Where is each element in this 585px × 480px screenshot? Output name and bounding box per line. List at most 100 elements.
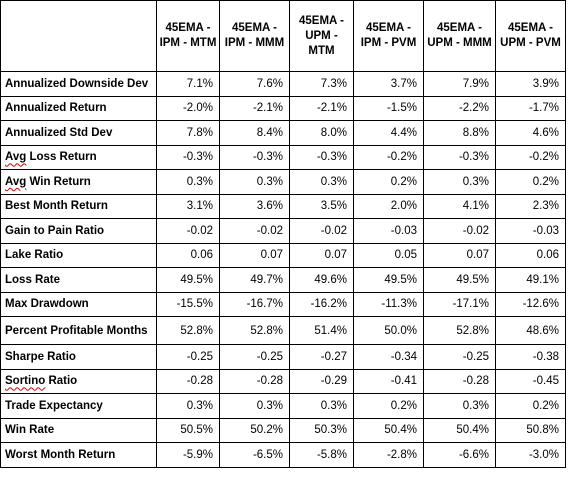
column-header: 45EMA - IPM - PVM [353,0,424,72]
table-cell: -0.02 [156,218,220,244]
table-cell: 49.5% [156,267,220,293]
metrics-table-container: 45EMA - IPM - MTM 45EMA - IPM - MMM 45EM… [0,0,566,468]
table-cell: -0.2% [353,144,424,170]
table-cell: 50.5% [156,417,220,443]
table-cell: -0.28 [156,368,220,394]
table-cell: 4.6% [495,120,566,146]
table-cell: 0.06 [156,242,220,268]
table-cell: 0.06 [495,242,566,268]
column-header: 45EMA - UPM - MMM [423,0,496,72]
column-header: 45EMA - IPM - MMM [219,0,290,72]
table-row: Loss Rate 49.5% 49.7% 49.6% 49.5% 49.5% 49.1% [0,267,566,293]
table-cell: 7.8% [156,120,220,146]
table-cell: -16.7% [219,291,290,317]
row-label: Avg Loss Return [0,144,157,170]
row-label: Loss Rate [0,267,157,293]
table-cell: 0.05 [353,242,424,268]
table-cell: -5.8% [289,442,354,468]
row-label: Annualized Return [0,95,157,121]
spellcheck-word: Sortino [5,375,46,388]
table-cell: 0.2% [353,169,424,195]
header-row: 45EMA - IPM - MTM 45EMA - IPM - MMM 45EM… [0,0,566,72]
table-cell: 2.3% [495,193,566,219]
table-cell: 3.9% [495,71,566,97]
table-cell: 51.4% [289,316,354,345]
table-cell: -0.03 [495,218,566,244]
table-row: Max Drawdown -15.5% -16.7% -16.2% -11.3% -17.… [0,291,566,317]
table-cell: -12.6% [495,291,566,317]
table-cell: 0.2% [495,169,566,195]
table-cell: -0.25 [219,344,290,370]
table-cell: 8.8% [423,120,496,146]
spellcheck-word: Avg [5,175,27,188]
table-cell: -0.27 [289,344,354,370]
table-row: Avg Win Return 0.3% 0.3% 0.3% 0.2% 0.3% 0.2% [0,169,566,195]
column-header: 45EMA - IPM - MTM [156,0,220,72]
table-row: Gain to Pain Ratio -0.02 -0.02 -0.02 -0.03 -0… [0,218,566,244]
table-cell: 0.3% [219,393,290,419]
table-cell: -0.02 [289,218,354,244]
table-cell: -2.8% [353,442,424,468]
table-cell: 52.8% [156,316,220,345]
table-cell: 3.7% [353,71,424,97]
table-cell: 0.07 [423,242,496,268]
table-cell: 3.1% [156,193,220,219]
table-cell: -5.9% [156,442,220,468]
table-cell: 4.1% [423,193,496,219]
row-label: Sortino Ratio [0,368,157,394]
corner-cell [0,0,157,72]
table-row: Trade Expectancy 0.3% 0.3% 0.3% 0.2% 0.3% 0.2% [0,393,566,419]
row-label: Best Month Return [0,193,157,219]
table-row: Sortino Ratio -0.28 -0.28 -0.29 -0.41 -0.28 -0… [0,368,566,394]
row-label: Percent Profitable Months [0,316,157,345]
table-cell: -0.3% [423,144,496,170]
table-cell: -15.5% [156,291,220,317]
table-cell: 50.8% [495,417,566,443]
column-header: 45EMA - UPM - MTM [289,0,354,72]
table-cell: -1.5% [353,95,424,121]
table-cell: 0.07 [289,242,354,268]
table-cell: -1.7% [495,95,566,121]
table-cell: -0.02 [219,218,290,244]
table-cell: -3.0% [495,442,566,468]
table-cell: 7.6% [219,71,290,97]
table-cell: 50.3% [289,417,354,443]
table-cell: 4.4% [353,120,424,146]
table-cell: 50.4% [423,417,496,443]
table-cell: 8.0% [289,120,354,146]
table-row: Avg Loss Return -0.3% -0.3% -0.3% -0.2% -0.3%… [0,144,566,170]
row-label: Trade Expectancy [0,393,157,419]
row-label: Sharpe Ratio [0,344,157,370]
table-cell: 52.8% [423,316,496,345]
table-cell: -6.5% [219,442,290,468]
table-cell: -2.0% [156,95,220,121]
table-cell: -0.34 [353,344,424,370]
table-cell: -16.2% [289,291,354,317]
row-label: Win Rate [0,417,157,443]
table-row: Annualized Return -2.0% -2.1% -2.1% -1.5% -2.… [0,95,566,121]
table-row: Percent Profitable Months 52.8% 52.8% 51.4%… [0,316,566,345]
table-cell: 48.6% [495,316,566,345]
table-cell: -0.3% [289,144,354,170]
table-cell: 0.3% [289,393,354,419]
table-cell: -0.2% [495,144,566,170]
table-cell: 2.0% [353,193,424,219]
table-cell: -11.3% [353,291,424,317]
table-row: Lake Ratio 0.06 0.07 0.07 0.05 0.07 0.06 [0,242,566,268]
table-row: Annualized Std Dev 7.8% 8.4% 8.0% 4.4% 8.8% 4.… [0,120,566,146]
table-cell: -0.25 [423,344,496,370]
table-cell: -0.3% [156,144,220,170]
table-cell: 3.5% [289,193,354,219]
table-cell: 7.1% [156,71,220,97]
row-label: Lake Ratio [0,242,157,268]
table-cell: 0.3% [423,393,496,419]
table-cell: 49.5% [423,267,496,293]
row-label: Avg Win Return [0,169,157,195]
table-cell: -2.1% [219,95,290,121]
table-cell: -0.29 [289,368,354,394]
table-cell: -0.28 [219,368,290,394]
table-cell: 50.4% [353,417,424,443]
table-cell: -0.41 [353,368,424,394]
table-cell: 7.3% [289,71,354,97]
table-cell: 0.07 [219,242,290,268]
